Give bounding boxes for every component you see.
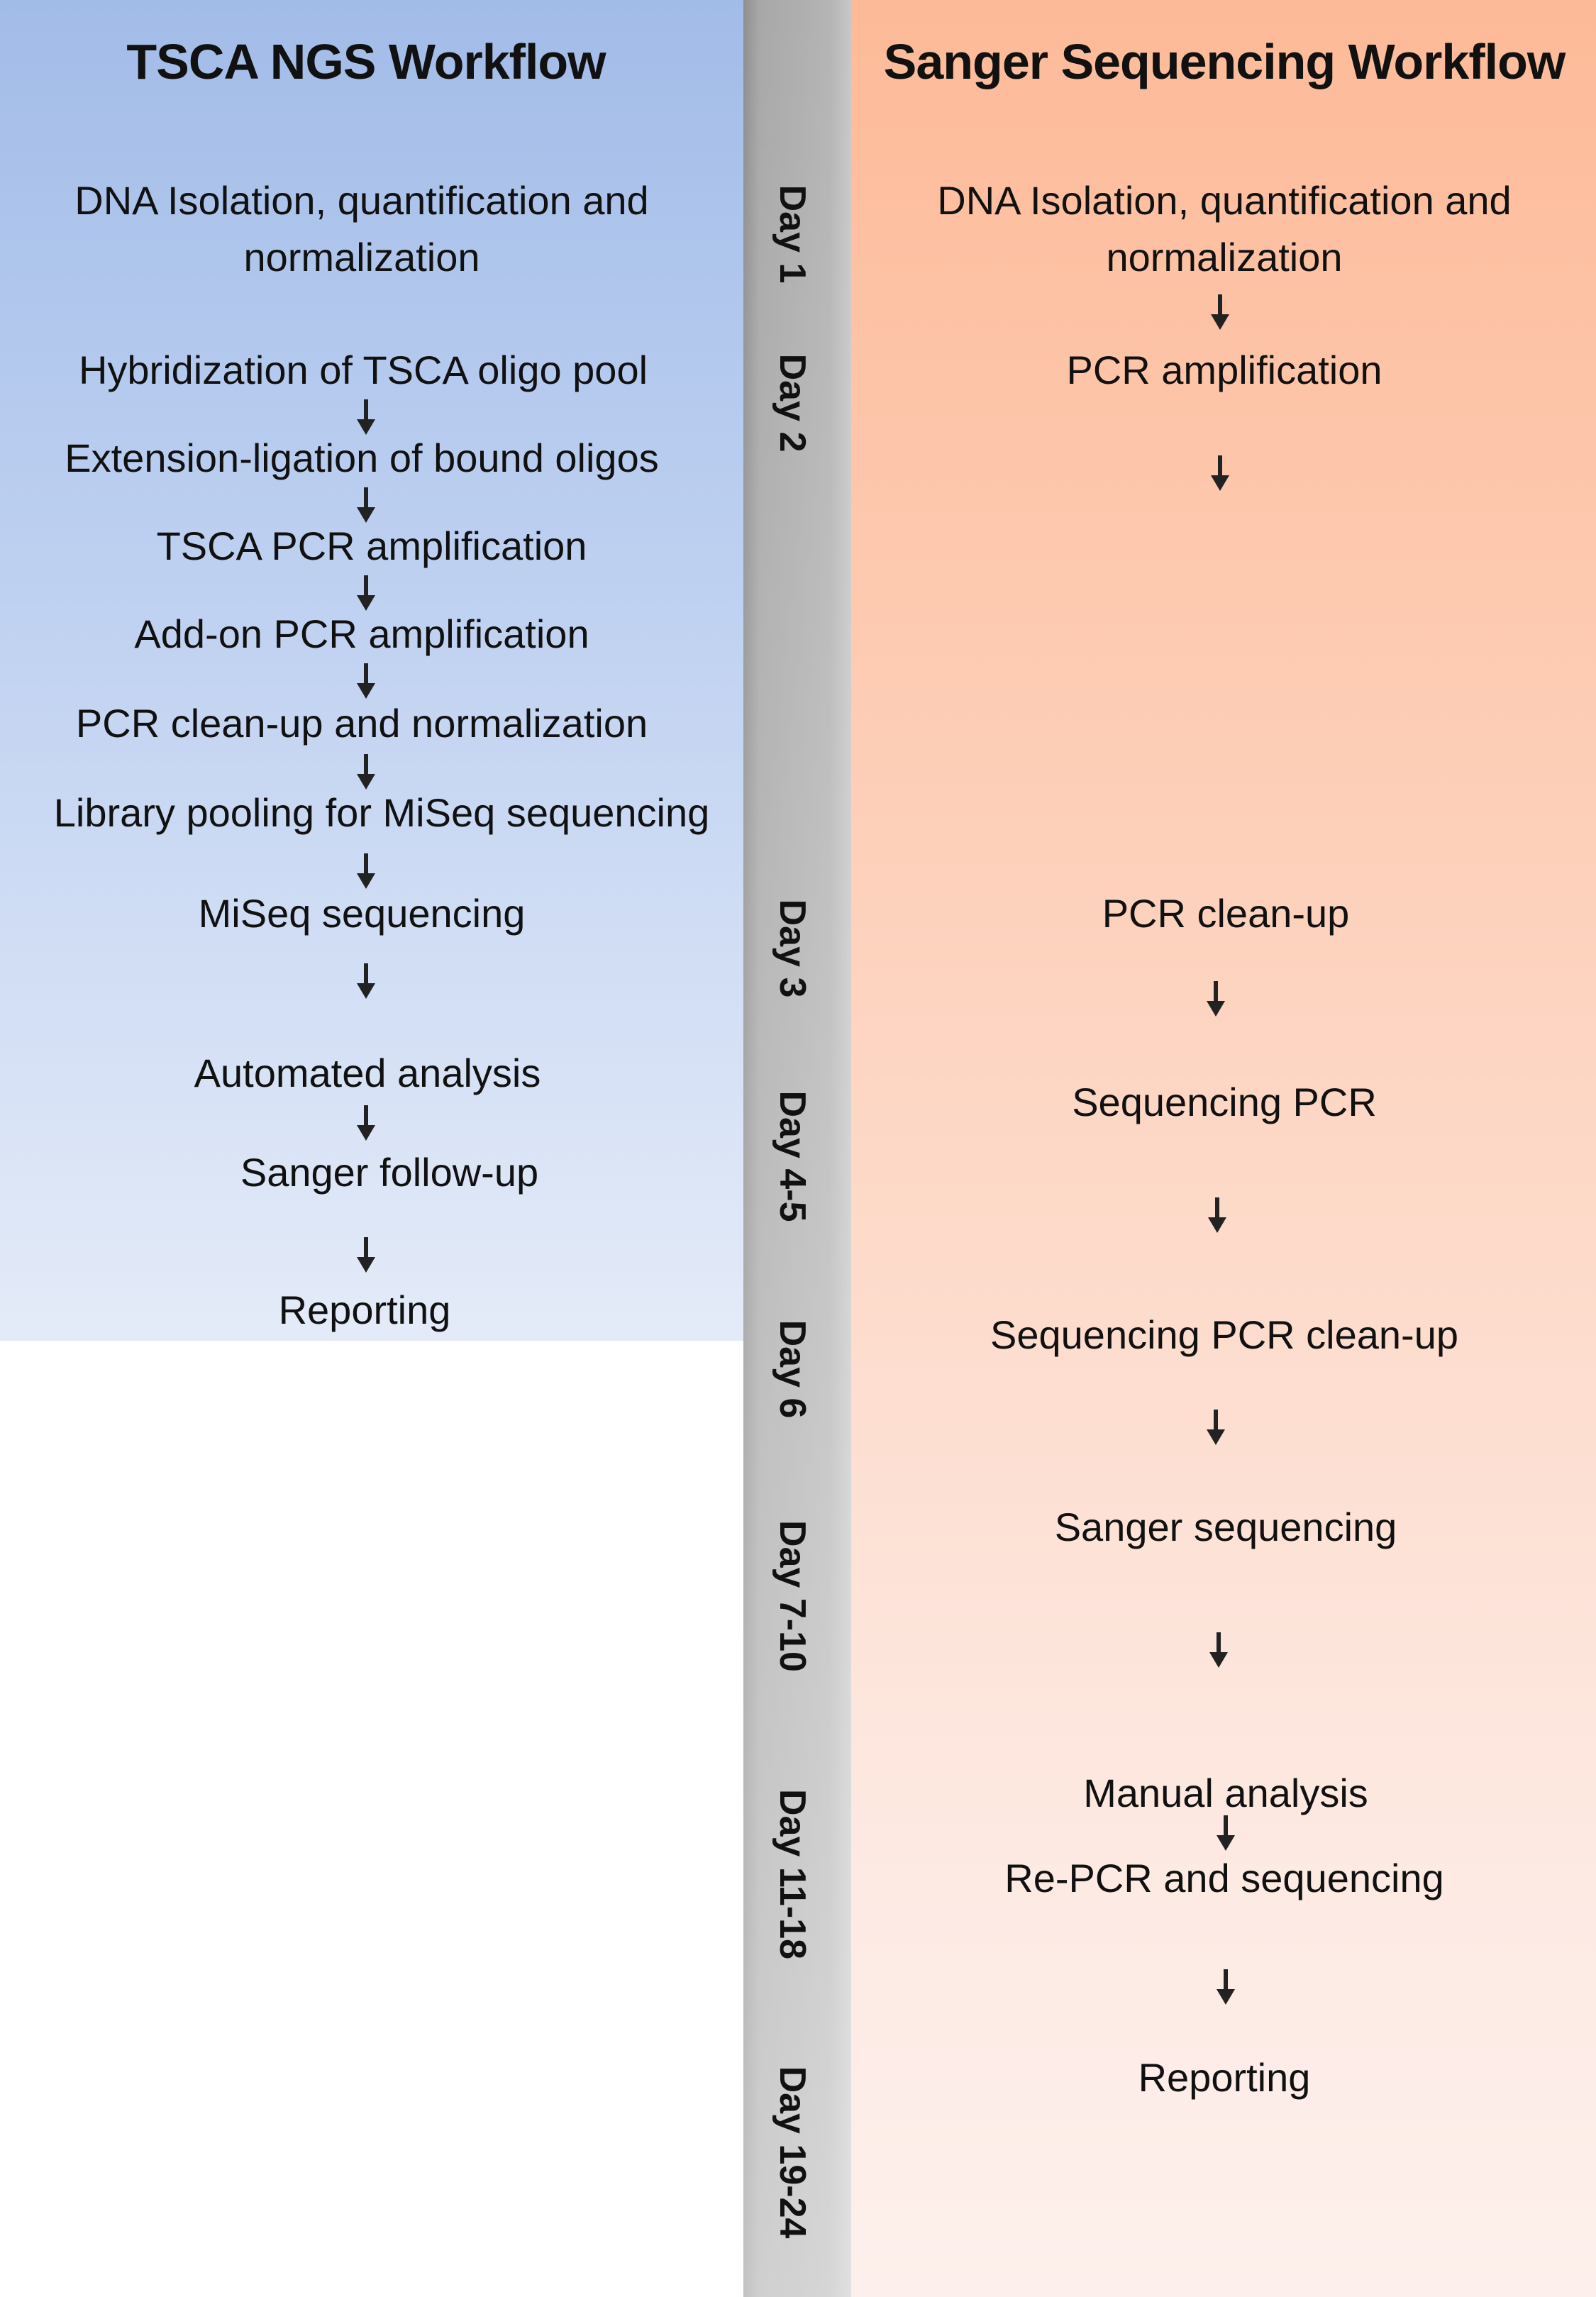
down-arrow-icon (357, 575, 375, 611)
down-arrow-icon (1209, 1632, 1228, 1668)
sanger-step: PCR amplification (1066, 348, 1382, 392)
tsca-step: Extension-ligation of bound oligos (65, 436, 659, 480)
tsca-step: DNA Isolation, quantification and normal… (74, 178, 649, 279)
tsca-step: Sanger follow-up (240, 1150, 539, 1195)
sanger-step: Sequencing PCR (1072, 1080, 1377, 1124)
tsca-ngs-panel (0, 0, 743, 1341)
tsca-step: Automated analysis (194, 1051, 541, 1095)
day-label: Day 4-5 (772, 1090, 813, 1222)
tsca-step: TSCA PCR amplification (156, 524, 587, 568)
day-label: Day 19-24 (772, 2066, 813, 2239)
sanger-panel (851, 0, 1596, 2297)
down-arrow-icon (1208, 1197, 1226, 1233)
down-arrow-icon (357, 1105, 375, 1141)
tsca-workflow-title: TSCA NGS Workflow (126, 34, 606, 89)
sanger-step: Manual analysis (1083, 1771, 1368, 1815)
day-label: Day 6 (772, 1319, 813, 1419)
down-arrow-icon (1217, 1969, 1235, 2005)
sanger-step: PCR clean-up (1102, 891, 1350, 936)
down-arrow-icon (357, 754, 375, 790)
sanger-step: DNA Isolation, quantification and normal… (937, 178, 1512, 279)
down-arrow-icon (1211, 294, 1229, 330)
day-label: Day 11-18 (772, 1789, 813, 1959)
day-label: Day 2 (772, 353, 813, 453)
down-arrow-icon (357, 1237, 375, 1273)
tsca-step: MiSeq sequencing (198, 891, 526, 936)
down-arrow-icon (357, 663, 375, 699)
sanger-step: Reporting (1138, 2055, 1311, 2100)
down-arrow-icon (1207, 1410, 1225, 1445)
sanger-workflow-title: Sanger Sequencing Workflow (883, 34, 1566, 89)
down-arrow-icon (357, 487, 375, 523)
down-arrow-icon (357, 963, 375, 999)
down-arrow-icon (1211, 455, 1229, 491)
tsca-step: Reporting (278, 1288, 451, 1332)
down-arrow-icon (357, 853, 375, 889)
day-label: Day 7-10 (772, 1520, 813, 1672)
timeline-strip (743, 0, 851, 2297)
tsca-step: Library pooling for MiSeq sequencing (53, 790, 710, 835)
tsca-step: PCR clean-up and normalization (75, 701, 648, 746)
sanger-step: Sanger sequencing (1054, 1505, 1397, 1549)
sanger-step: Sequencing PCR clean-up (990, 1312, 1458, 1357)
tsca-step: Hybridization of TSCA oligo pool (78, 348, 648, 392)
day-label: Day 1 (772, 184, 813, 284)
down-arrow-icon (1207, 981, 1225, 1017)
sanger-step: Re-PCR and sequencing (1004, 1856, 1444, 1900)
down-arrow-icon (1217, 1815, 1235, 1851)
down-arrow-icon (357, 399, 375, 435)
day-label: Day 3 (772, 899, 813, 998)
tsca-step: Add-on PCR amplification (134, 611, 589, 656)
